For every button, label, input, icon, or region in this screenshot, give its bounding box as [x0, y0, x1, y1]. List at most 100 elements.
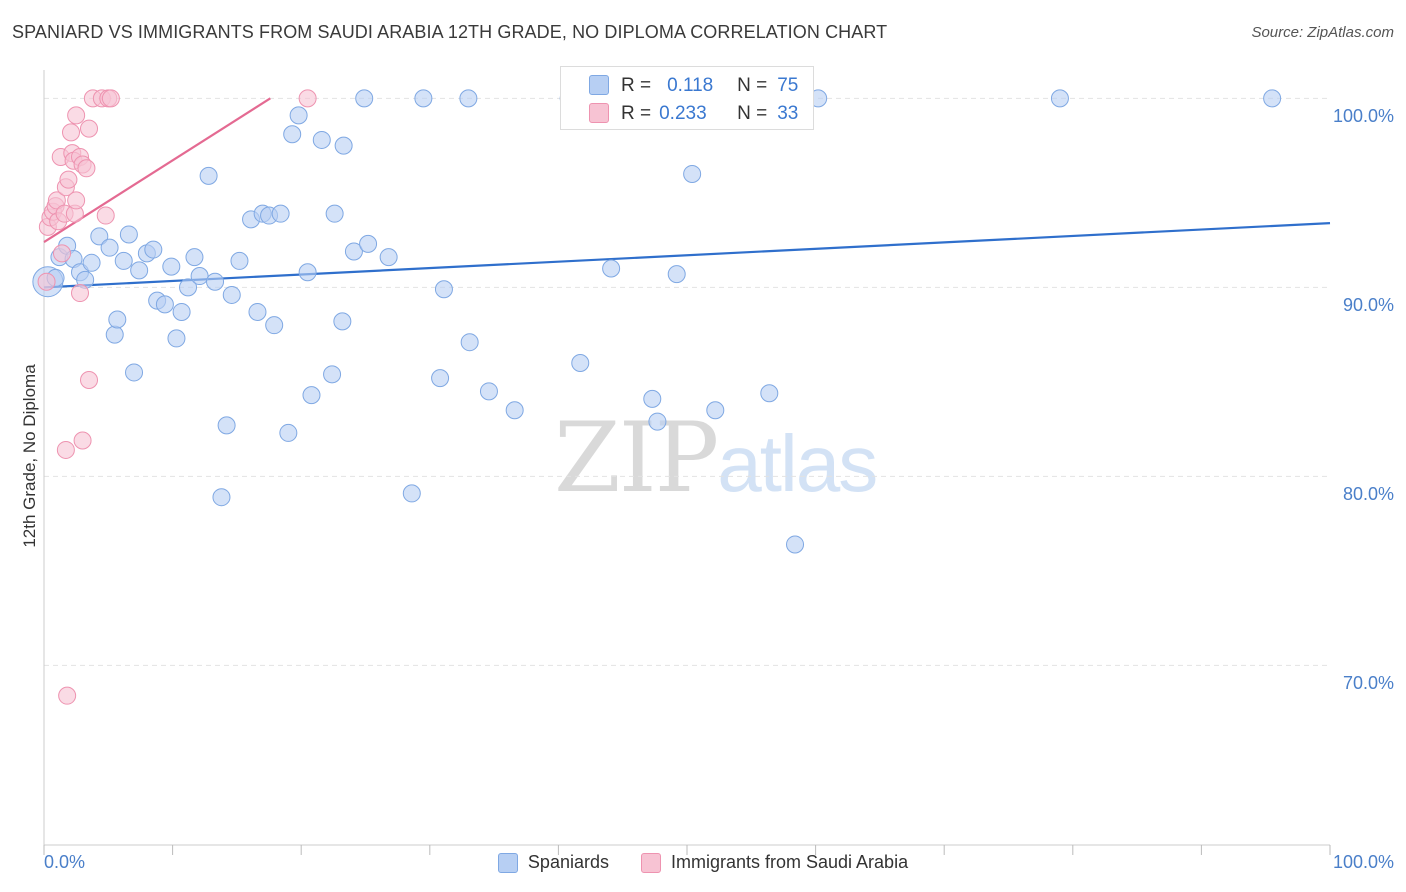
n-value: 75 [777, 75, 799, 96]
point-spaniards [479, 382, 498, 401]
point-spaniards [119, 225, 138, 244]
point-spaniards [185, 248, 204, 267]
point-saudi [62, 123, 81, 142]
y-tick-label: 90.0% [1342, 295, 1394, 316]
point-saudi [47, 191, 66, 210]
point-spaniards [434, 280, 453, 299]
point-spaniards [683, 164, 702, 183]
point-spaniards [1263, 89, 1282, 108]
point-spaniards [271, 204, 290, 223]
point-saudi [101, 89, 120, 108]
point-spaniards [162, 257, 181, 276]
legend-swatch-spaniards [497, 852, 518, 873]
point-spaniards [167, 329, 186, 348]
point-spaniards [105, 325, 124, 344]
r-label: R = [621, 103, 652, 124]
r-value: 0.118 [667, 75, 714, 96]
point-saudi [96, 206, 115, 225]
point-spaniards [100, 238, 119, 257]
watermark-zip: ZIP [554, 402, 719, 514]
point-spaniards [460, 333, 479, 352]
point-saudi [59, 170, 78, 189]
point-saudi [67, 191, 86, 210]
r-value: 0.233 [659, 103, 707, 124]
data-points [32, 89, 1282, 705]
legend-item-spaniards: Spaniards [497, 852, 609, 873]
gridlines [44, 97, 1330, 666]
point-spaniards [667, 265, 686, 284]
x-tick-label-min: 0.0% [44, 852, 86, 872]
series-legend: Spaniards Immigrants from Saudi Arabia [0, 852, 1406, 873]
legend-item-saudi: Immigrants from Saudi Arabia [640, 852, 909, 873]
point-saudi [58, 686, 77, 705]
point-spaniards [786, 535, 805, 554]
point-spaniards [114, 251, 133, 270]
point-spaniards [155, 295, 174, 314]
source-label: Source: ZipAtlas.com [1251, 24, 1394, 41]
point-spaniards [602, 259, 621, 278]
point-spaniards [359, 234, 378, 253]
point-spaniards [230, 251, 249, 270]
point-spaniards [279, 423, 298, 442]
legend-label-saudi: Immigrants from Saudi Arabia [670, 852, 909, 872]
point-saudi [80, 371, 99, 389]
y-tick-label: 70.0% [1342, 673, 1394, 694]
point-spaniards [199, 166, 218, 185]
point-saudi [77, 159, 96, 178]
point-spaniards [283, 125, 302, 144]
point-saudi [80, 119, 99, 138]
point-saudi [298, 89, 317, 108]
point-spaniards [323, 365, 342, 384]
point-spaniards [179, 278, 198, 297]
point-saudi [71, 284, 90, 303]
point-spaniards [706, 401, 725, 420]
x-tick-label-max: 100.0% [1332, 852, 1394, 872]
point-spaniards [90, 227, 109, 246]
axes [43, 70, 1331, 855]
point-spaniards [643, 389, 662, 408]
point-spaniards [190, 267, 209, 286]
point-saudi [56, 440, 75, 459]
point-spaniards [571, 353, 590, 372]
n-label: N = [737, 75, 768, 96]
point-spaniards [379, 248, 398, 267]
point-saudi [53, 244, 72, 263]
n-label: N = [737, 103, 768, 124]
point-spaniards [144, 240, 163, 259]
point-spaniards [217, 416, 236, 435]
point-spaniards [344, 242, 363, 261]
point-spaniards [334, 136, 353, 155]
watermark: ZIPatlas [554, 402, 878, 514]
chart-title: SPANIARD VS IMMIGRANTS FROM SAUDI ARABIA… [12, 22, 888, 42]
n-value: 33 [777, 103, 799, 124]
legend-row-spaniards: R = 0.118 N = 75 [621, 74, 798, 98]
correlation-legend: R = 0.118 N = 75 R = 0.233 N = 33 [560, 66, 814, 130]
point-spaniards [206, 272, 225, 291]
point-spaniards [82, 253, 101, 272]
y-tick-label: 100.0% [1332, 106, 1394, 127]
point-spaniards [459, 89, 478, 108]
point-spaniards [402, 484, 421, 503]
r-label: R = [621, 75, 652, 96]
point-spaniards [108, 310, 127, 329]
point-spaniards [505, 401, 524, 420]
point-spaniards [414, 89, 433, 108]
point-spaniards [325, 204, 344, 223]
point-spaniards [355, 89, 374, 108]
point-spaniards [172, 302, 191, 321]
trend-line-spaniards [43, 222, 1331, 289]
point-spaniards [248, 302, 267, 321]
point-saudi [73, 431, 92, 450]
point-spaniards [648, 412, 667, 431]
watermark-atlas: atlas [717, 419, 878, 508]
point-spaniards [298, 263, 317, 282]
point-spaniards [312, 130, 331, 149]
point-spaniards [1050, 89, 1069, 108]
point-spaniards [212, 488, 231, 507]
point-spaniards [302, 386, 321, 405]
point-saudi [37, 272, 56, 291]
legend-swatch-saudi [589, 103, 609, 123]
point-spaniards [431, 369, 450, 388]
point-spaniards [125, 363, 144, 382]
